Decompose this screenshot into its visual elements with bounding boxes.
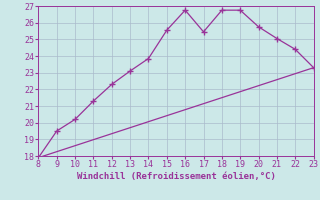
X-axis label: Windchill (Refroidissement éolien,°C): Windchill (Refroidissement éolien,°C) bbox=[76, 172, 276, 181]
